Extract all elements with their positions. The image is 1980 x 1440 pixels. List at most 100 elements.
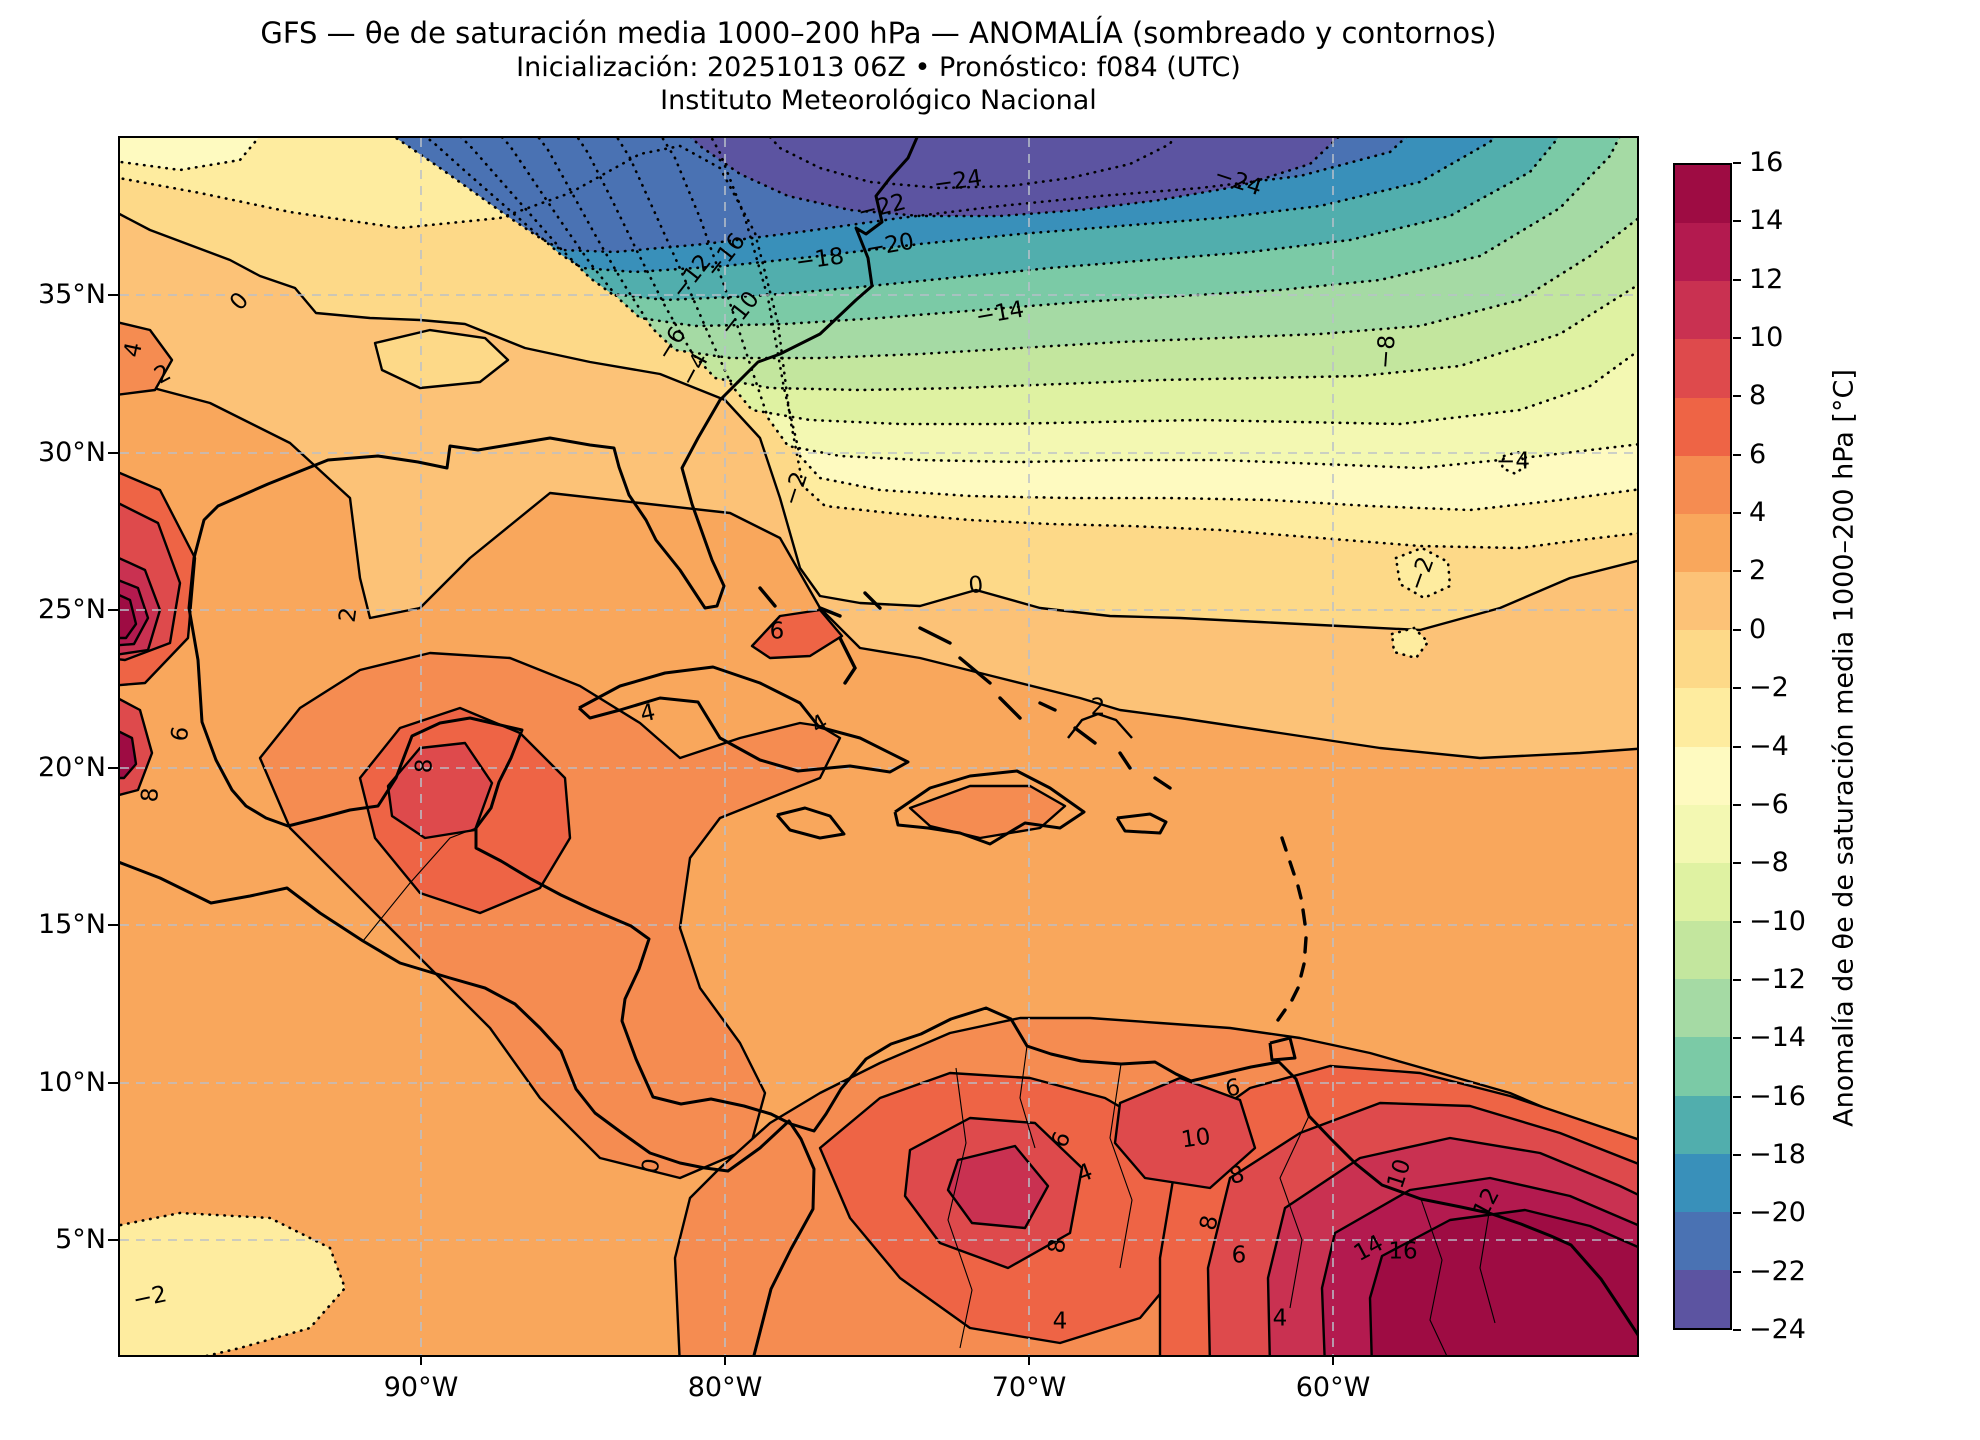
contour-arc-level-2 xyxy=(1067,712,1133,739)
colorbar-tick-mark xyxy=(1733,278,1741,281)
coastline xyxy=(1268,1036,1297,1062)
colorbar-tick-mark xyxy=(1733,920,1741,923)
contour-line-level--24 xyxy=(769,138,1175,190)
neg-patch-level--2 xyxy=(1394,546,1452,600)
colorbar-tick-mark xyxy=(1733,803,1741,806)
contour-label: 6 xyxy=(1223,1074,1242,1102)
colorbar-tick-label: 6 xyxy=(1749,438,1767,470)
colorbar-segment xyxy=(1675,339,1730,398)
island xyxy=(1299,962,1306,978)
contour-label: −8 xyxy=(1372,334,1400,370)
coastline xyxy=(775,806,846,840)
colorbar-tick-label: −8 xyxy=(1749,847,1789,879)
contour-label: 4 xyxy=(638,699,658,727)
colorbar-segment xyxy=(1675,1095,1730,1154)
x-tick-label: 80°W xyxy=(687,1372,763,1403)
map-canvas: −2−4−6 −8−10−12−14−16 −18 −20−22−24 −24−2−4−… xyxy=(120,138,1637,1355)
colorbar-tick-label: 0 xyxy=(1749,613,1767,645)
y-tick-label: 5°N xyxy=(55,1224,106,1255)
coastline xyxy=(120,861,816,1355)
colorbar-tick-mark xyxy=(1733,1095,1741,1098)
contour-line-level--22 xyxy=(690,138,1340,218)
island xyxy=(1288,860,1296,876)
coastline xyxy=(1115,812,1168,835)
border-line xyxy=(362,827,477,942)
colorbar-tick-label: 2 xyxy=(1749,555,1767,587)
colorbar-tick-label: −20 xyxy=(1749,1197,1806,1229)
colorbar-tick-mark xyxy=(1733,1153,1741,1156)
y-tick-label: 20°N xyxy=(37,752,106,783)
blob-level-10 xyxy=(946,1144,1050,1230)
subtitle-init-forecast: Inicialización: 20251013 06Z • Pronóstic… xyxy=(516,52,1241,83)
colorbar-segment xyxy=(1675,979,1730,1038)
border-line xyxy=(947,1067,973,1349)
coastline xyxy=(577,665,910,774)
contour-line-level--6 xyxy=(660,138,1637,470)
contour-line-level--8 xyxy=(615,138,1637,426)
contour-line-level--16 xyxy=(460,138,1560,302)
colorbar-tick-mark xyxy=(1733,512,1741,515)
blob-level-8 xyxy=(386,741,494,840)
contour-label: 8 xyxy=(137,787,164,803)
colorbar-tick-label: 14 xyxy=(1749,205,1784,237)
colorbar-tick-mark xyxy=(1733,745,1741,748)
colorbar xyxy=(1673,163,1732,1330)
contour-label: 2 xyxy=(1091,695,1106,721)
coastline xyxy=(187,138,1637,1337)
island xyxy=(1280,836,1288,852)
map-layers: −2−4−6 −8−10−12−14−16 −18 −20−22−24 −24−2−4−… xyxy=(120,138,1637,1355)
x-tick-mark xyxy=(1028,1355,1030,1365)
negative-anomaly-bands xyxy=(120,138,1637,630)
contour-line-level--4 xyxy=(710,138,1637,512)
colorbar-segment xyxy=(1675,921,1730,980)
island xyxy=(1073,726,1097,745)
colorbar-segment xyxy=(1675,165,1730,224)
colorbar-tick-mark xyxy=(1733,453,1741,456)
colorbar-segment xyxy=(1675,223,1730,282)
colorbar-tick-mark xyxy=(1733,220,1741,223)
island xyxy=(1276,1008,1287,1022)
colorbar-segment xyxy=(1675,862,1730,922)
island xyxy=(1290,986,1300,1002)
island xyxy=(838,636,857,685)
y-tick-label: 10°N xyxy=(37,1067,106,1098)
neg-patch-level--4 xyxy=(120,138,261,172)
colorbar-tick-label: −18 xyxy=(1749,1138,1806,1170)
neg-patch-level--2 xyxy=(1390,626,1430,660)
island xyxy=(818,606,842,618)
colorbar-tick-label: 12 xyxy=(1749,263,1784,295)
contour-label: 16 xyxy=(1388,1239,1417,1265)
colorbar-tick-mark xyxy=(1733,1212,1741,1215)
colorbar-tick-label: 8 xyxy=(1749,380,1767,412)
colorbar-tick-mark xyxy=(1733,337,1741,340)
coastline xyxy=(893,769,1086,846)
contour-label: 10 xyxy=(1180,1124,1213,1154)
y-tick-label: 30°N xyxy=(37,437,106,468)
contour-line-level--14 xyxy=(501,138,1621,328)
y-tick-label: 35°N xyxy=(37,279,106,310)
contour-label: −4 xyxy=(1496,449,1530,475)
contour-label: 6 xyxy=(770,619,785,645)
colorbar-tick-label: −16 xyxy=(1749,1080,1806,1112)
coastlines xyxy=(120,138,1637,1355)
colorbar-tick-label: −24 xyxy=(1749,1314,1806,1345)
colorbar-tick-label: −22 xyxy=(1749,1255,1806,1287)
contour-label: 8 xyxy=(1227,1161,1247,1190)
contour-label: 6 xyxy=(166,724,194,743)
colorbar-tick-label: 16 xyxy=(1749,147,1784,178)
x-tick-label: 90°W xyxy=(383,1372,459,1403)
contour-line-level-0 xyxy=(120,212,1637,632)
contour-label: 8 xyxy=(1044,1237,1071,1254)
colorbar-segment xyxy=(1675,1037,1730,1096)
x-tick-label: 60°W xyxy=(1295,1372,1371,1403)
neg-patch-level--2 xyxy=(120,1211,347,1355)
band-fill-level--22 xyxy=(692,138,1338,216)
border-line xyxy=(1479,1212,1496,1324)
zero-patch xyxy=(373,328,510,390)
colorbar-tick-label: −14 xyxy=(1749,1022,1806,1054)
colorbar-tick-mark xyxy=(1733,1329,1741,1331)
y-tick-label: 15°N xyxy=(37,909,106,940)
graticule xyxy=(120,138,1637,1355)
colorbar-tick-label: −12 xyxy=(1749,963,1806,995)
